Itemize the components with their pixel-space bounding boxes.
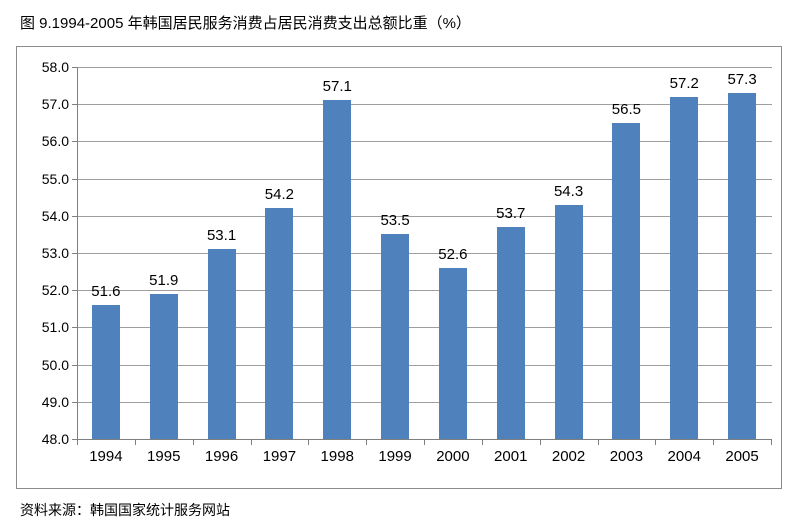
- y-axis-label: 57.0: [41, 96, 69, 113]
- bar-value-label: 52.6: [438, 245, 468, 263]
- bar: [554, 204, 583, 439]
- bar: [728, 93, 757, 439]
- x-axis-label: 1994: [89, 448, 123, 465]
- gridline: [78, 401, 772, 403]
- bar: [496, 226, 525, 439]
- gridline: [78, 290, 772, 292]
- y-axis-tick: [72, 364, 77, 366]
- bar-value-label: 54.2: [264, 186, 294, 204]
- y-axis-label: 48.0: [41, 431, 69, 447]
- bar: [323, 100, 352, 439]
- bar-chart-frame: 48.0 49.0 50.0 51.0 52.0 53.0 54.0 55.0 56.0 57.0…: [16, 46, 782, 489]
- plot-area: 48.0 49.0 50.0 51.0 52.0 53.0 54.0 55.0 56.0 57.0…: [17, 47, 781, 488]
- bar-value-label: 57.2: [669, 74, 699, 92]
- y-axis-label: 54.0: [41, 207, 69, 224]
- gridline: [78, 67, 772, 68]
- gridline: [78, 178, 772, 180]
- x-axis-label: 1999: [378, 448, 412, 465]
- x-axis-label: 1997: [262, 448, 297, 465]
- x-axis-tick: [192, 440, 194, 445]
- x-axis-tick: [134, 440, 136, 445]
- bar: [91, 305, 120, 439]
- y-axis-label: 55.0: [41, 170, 69, 187]
- y-axis-tick: [72, 67, 77, 68]
- y-axis-label: 52.0: [41, 282, 69, 299]
- x-axis-tick: [539, 440, 541, 445]
- gridline: [78, 141, 772, 143]
- gridline: [78, 364, 772, 366]
- y-axis-label: 50.0: [41, 356, 69, 373]
- gridline: [78, 215, 772, 217]
- bar-value-label: 53.5: [380, 212, 410, 230]
- x-axis-label: 2000: [436, 448, 470, 465]
- x-axis-tick: [713, 440, 715, 445]
- bar-value-label: 56.5: [611, 100, 641, 118]
- y-axis-tick: [72, 104, 77, 106]
- bar-value-label: 53.1: [206, 227, 237, 245]
- y-axis-tick: [72, 401, 77, 403]
- y-axis-label: 49.0: [41, 393, 69, 410]
- source-note: 资料来源：韩国国家统计服务网站: [20, 502, 230, 518]
- x-axis-label: 1996: [204, 448, 239, 465]
- bar: [381, 234, 410, 439]
- bar-value-label: 51.9: [149, 271, 179, 289]
- x-axis-label: 2003: [609, 448, 644, 465]
- gridline: [78, 253, 772, 254]
- y-axis-tick: [72, 327, 77, 329]
- bar: [265, 208, 294, 439]
- x-axis-label: 2002: [551, 448, 586, 465]
- x-axis-tick: [424, 440, 425, 445]
- bar-value-label: 53.7: [496, 204, 526, 222]
- x-axis-label: 1995: [147, 448, 181, 465]
- y-axis-label: 56.0: [41, 133, 69, 150]
- y-axis-line: [77, 67, 78, 440]
- x-axis-tick: [771, 440, 772, 445]
- bar-value-label: 57.1: [322, 78, 352, 96]
- bar-value-label: 57.3: [727, 71, 757, 89]
- x-axis-label: 2001: [494, 448, 528, 465]
- x-axis-label: 2005: [725, 448, 759, 465]
- y-axis-label: 58.0: [41, 59, 69, 75]
- y-axis-tick: [72, 215, 77, 217]
- y-axis-label: 51.0: [41, 319, 69, 336]
- gridline: [78, 104, 772, 106]
- bar: [207, 249, 236, 439]
- y-axis-tick: [72, 178, 77, 180]
- bar: [149, 293, 178, 439]
- x-axis-line: [77, 439, 772, 440]
- x-axis-tick: [77, 440, 78, 445]
- figure-title: 图 9.1994-2005 年韩国居民服务消费占居民消费支出总额比重（%）: [20, 15, 471, 32]
- y-axis-tick: [72, 439, 77, 440]
- x-axis-tick: [250, 440, 252, 445]
- bar-value-label: 51.6: [91, 283, 121, 301]
- x-axis-label: 1998: [320, 448, 354, 465]
- bar: [612, 122, 641, 439]
- y-axis-tick: [72, 253, 77, 254]
- x-axis-tick: [597, 440, 599, 445]
- x-axis-tick: [655, 440, 657, 445]
- y-axis-label: 53.0: [41, 245, 69, 261]
- y-axis-tick: [72, 141, 77, 143]
- bar: [670, 96, 699, 439]
- x-axis-tick: [308, 440, 310, 445]
- y-axis-tick: [72, 290, 77, 292]
- bar-value-label: 54.3: [553, 182, 584, 200]
- bar: [438, 267, 467, 439]
- gridline: [78, 327, 772, 329]
- x-axis-label: 2004: [667, 448, 701, 465]
- x-axis-tick: [366, 440, 368, 445]
- x-axis-tick: [481, 440, 483, 445]
